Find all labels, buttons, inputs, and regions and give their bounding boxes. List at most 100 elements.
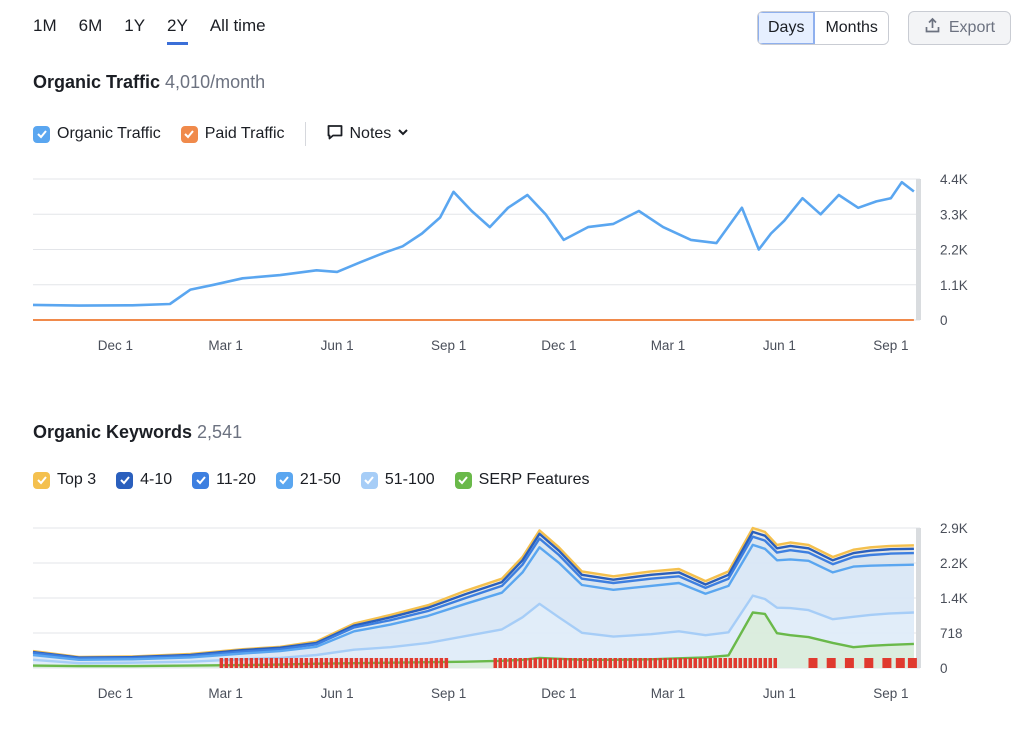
annotation-flag[interactable] xyxy=(409,658,414,668)
annotation-flag[interactable] xyxy=(907,658,917,668)
annotation-flag[interactable] xyxy=(713,658,718,668)
annotation-flag[interactable] xyxy=(498,658,503,668)
annotation-flag[interactable] xyxy=(354,658,359,668)
legend-11-20[interactable]: 11-20 xyxy=(192,471,256,489)
annotation-flag[interactable] xyxy=(284,658,289,668)
annotation-flag[interactable] xyxy=(319,658,324,668)
annotation-flag[interactable] xyxy=(648,658,653,668)
annotation-flag[interactable] xyxy=(773,658,778,668)
annotation-flag[interactable] xyxy=(219,658,224,668)
range-tab-1m[interactable]: 1M xyxy=(33,16,57,35)
annotation-flag[interactable] xyxy=(653,658,658,668)
annotation-flag[interactable] xyxy=(229,658,234,668)
annotation-flag[interactable] xyxy=(269,658,274,668)
legend-51-100[interactable]: 51-100 xyxy=(360,471,435,489)
annotation-flag[interactable] xyxy=(718,658,723,668)
annotation-flag[interactable] xyxy=(309,658,314,668)
annotation-flag[interactable] xyxy=(249,658,254,668)
annotation-flag[interactable] xyxy=(633,658,638,668)
annotation-flag[interactable] xyxy=(844,658,854,668)
annotation-flag[interactable] xyxy=(279,658,284,668)
annotation-flag[interactable] xyxy=(608,658,613,668)
annotation-flag[interactable] xyxy=(334,658,339,668)
checkbox-icon[interactable] xyxy=(116,471,134,489)
annotation-flag[interactable] xyxy=(239,658,244,668)
annotation-flag[interactable] xyxy=(419,658,424,668)
annotation-flag[interactable] xyxy=(553,658,558,668)
annotation-flag[interactable] xyxy=(568,658,573,668)
legend-organic-traffic[interactable]: Organic Traffic xyxy=(33,125,161,143)
annotation-flag[interactable] xyxy=(254,658,259,668)
annotation-flag[interactable] xyxy=(299,658,304,668)
annotation-flag[interactable] xyxy=(826,658,836,668)
notes-dropdown[interactable]: Notes xyxy=(326,123,410,146)
annotation-flag[interactable] xyxy=(558,658,563,668)
annotation-flag[interactable] xyxy=(768,658,773,668)
annotation-flag[interactable] xyxy=(688,658,693,668)
annotation-flag[interactable] xyxy=(638,658,643,668)
annotation-flag[interactable] xyxy=(523,658,528,668)
annotation-flag[interactable] xyxy=(304,658,309,668)
annotation-flag[interactable] xyxy=(693,658,698,668)
annotation-flag[interactable] xyxy=(593,658,598,668)
annotation-flag[interactable] xyxy=(528,658,533,668)
legend-paid-traffic[interactable]: Paid Traffic xyxy=(180,125,285,143)
annotation-flag[interactable] xyxy=(434,658,439,668)
checkbox-icon[interactable] xyxy=(192,471,210,489)
range-tab-all-time[interactable]: All time xyxy=(209,16,266,35)
annotation-flag[interactable] xyxy=(439,658,444,668)
legend-21-50[interactable]: 21-50 xyxy=(275,471,341,489)
annotation-flag[interactable] xyxy=(673,658,678,668)
annotation-flag[interactable] xyxy=(733,658,738,668)
annotation-flag[interactable] xyxy=(394,658,399,668)
annotation-flag[interactable] xyxy=(399,658,404,668)
annotation-flag[interactable] xyxy=(424,658,429,668)
annotation-flag[interactable] xyxy=(573,658,578,668)
annotation-flag[interactable] xyxy=(543,658,548,668)
annotation-flag[interactable] xyxy=(663,658,668,668)
annotation-flag[interactable] xyxy=(698,658,703,668)
checkbox-icon[interactable] xyxy=(180,125,198,143)
annotation-flag[interactable] xyxy=(289,658,294,668)
annotation-flag[interactable] xyxy=(538,658,543,668)
days-button[interactable]: Days xyxy=(758,12,816,44)
annotation-flag[interactable] xyxy=(508,658,513,668)
range-tab-1y[interactable]: 1Y xyxy=(124,16,146,35)
annotation-flag[interactable] xyxy=(224,658,229,668)
annotation-flag[interactable] xyxy=(618,658,623,668)
annotation-flag[interactable] xyxy=(384,658,389,668)
annotation-flag[interactable] xyxy=(723,658,728,668)
annotation-flag[interactable] xyxy=(349,658,354,668)
annotation-flag[interactable] xyxy=(414,658,419,668)
annotation-flag[interactable] xyxy=(578,658,583,668)
annotation-flag[interactable] xyxy=(518,658,523,668)
annotation-flag[interactable] xyxy=(583,658,588,668)
range-tab-6m[interactable]: 6M xyxy=(78,16,103,35)
annotation-flag[interactable] xyxy=(344,658,349,668)
annotation-flag[interactable] xyxy=(379,658,384,668)
annotation-flag[interactable] xyxy=(369,658,374,668)
annotation-flag[interactable] xyxy=(364,658,369,668)
annotation-flag[interactable] xyxy=(738,658,743,668)
annotation-flag[interactable] xyxy=(493,658,498,668)
annotation-flag[interactable] xyxy=(603,658,608,668)
annotation-flag[interactable] xyxy=(533,658,538,668)
checkbox-icon[interactable] xyxy=(33,125,50,143)
annotation-flag[interactable] xyxy=(314,658,319,668)
annotation-flag[interactable] xyxy=(513,658,518,668)
annotation-flag[interactable] xyxy=(244,658,249,668)
annotation-flag[interactable] xyxy=(444,658,449,668)
legend-serp-features[interactable]: SERP Features xyxy=(454,471,590,489)
annotation-flag[interactable] xyxy=(708,658,713,668)
annotation-flag[interactable] xyxy=(748,658,753,668)
annotation-flag[interactable] xyxy=(703,658,708,668)
annotation-flag[interactable] xyxy=(758,658,763,668)
annotation-flag[interactable] xyxy=(404,658,409,668)
annotation-flag[interactable] xyxy=(359,658,364,668)
annotation-flag[interactable] xyxy=(324,658,329,668)
annotation-flag[interactable] xyxy=(658,658,663,668)
annotation-flag[interactable] xyxy=(753,658,758,668)
annotation-flag[interactable] xyxy=(623,658,628,668)
annotation-flag[interactable] xyxy=(429,658,434,668)
annotation-flag[interactable] xyxy=(882,658,892,668)
